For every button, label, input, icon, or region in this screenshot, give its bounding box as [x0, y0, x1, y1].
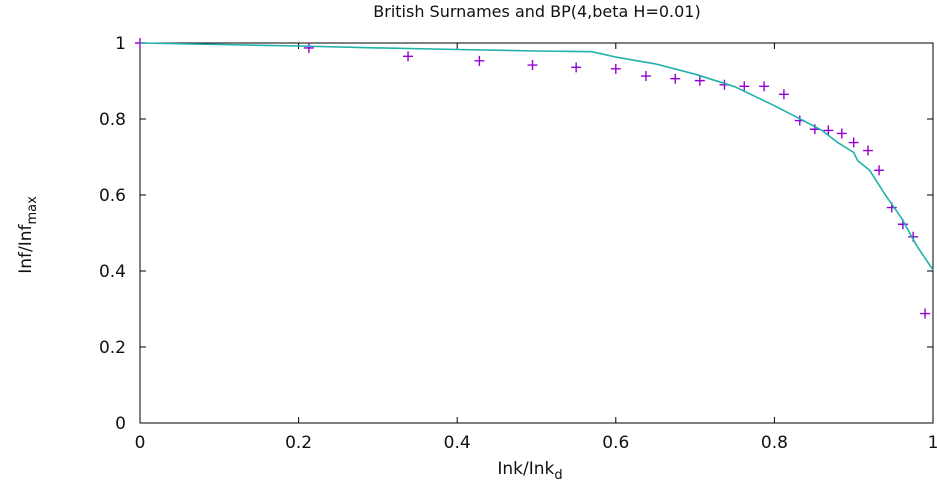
data-point-marker: [403, 51, 414, 62]
x-tick-label: 0.2: [285, 433, 312, 453]
data-point-marker: [836, 128, 847, 139]
x-axis-label: Ink/Inkd: [497, 459, 562, 483]
y-axis-label-base: Inf/Inf: [16, 224, 36, 274]
y-tick-label: 0.4: [99, 262, 126, 282]
data-point-marker: [759, 81, 770, 92]
chart-title: British Surnames and BP(4,beta H=0.01): [373, 2, 700, 21]
series-layer: [135, 38, 934, 319]
data-point-marker: [670, 73, 681, 84]
x-tick-label: 0.8: [761, 433, 788, 453]
x-tick-label: 0: [135, 433, 146, 453]
data-point-marker: [640, 71, 651, 82]
x-axis-ticks: 0 0.2 0.4 0.6 0.8 1: [135, 43, 937, 453]
data-point-marker: [610, 63, 621, 74]
x-axis-label-subscript: d: [554, 468, 562, 483]
data-point-marker: [303, 42, 314, 53]
data-point-marker: [778, 89, 789, 100]
data-point-marker: [739, 81, 750, 92]
y-tick-label: 0.8: [99, 110, 126, 130]
data-point-marker: [474, 55, 485, 66]
x-axis-label-base: Ink/Ink: [497, 459, 554, 479]
data-point-marker: [527, 60, 538, 71]
plot-frame: [139, 42, 934, 424]
y-tick-label: 1: [115, 34, 126, 54]
data-point-marker: [823, 125, 834, 136]
x-tick-label: 1: [928, 433, 937, 453]
x-tick-label: 0.4: [444, 433, 471, 453]
x-tick-label: 0.6: [602, 433, 629, 453]
data-point-marker: [862, 145, 873, 156]
data-point-marker: [571, 62, 582, 73]
y-axis-label: Inf/Infmax: [16, 196, 40, 274]
series-points: [135, 38, 931, 319]
data-point-marker: [874, 165, 885, 176]
y-axis-label-subscript: max: [25, 196, 40, 225]
y-tick-label: 0.2: [99, 338, 126, 358]
data-point-marker: [920, 308, 931, 319]
data-point-marker: [694, 75, 705, 86]
y-tick-label: 0.6: [99, 186, 126, 206]
y-tick-label: 0: [115, 414, 126, 434]
data-point-marker: [848, 137, 859, 148]
y-axis-ticks: 0 0.2 0.4 0.6 0.8 1: [99, 34, 933, 434]
series-line: [139, 42, 934, 271]
